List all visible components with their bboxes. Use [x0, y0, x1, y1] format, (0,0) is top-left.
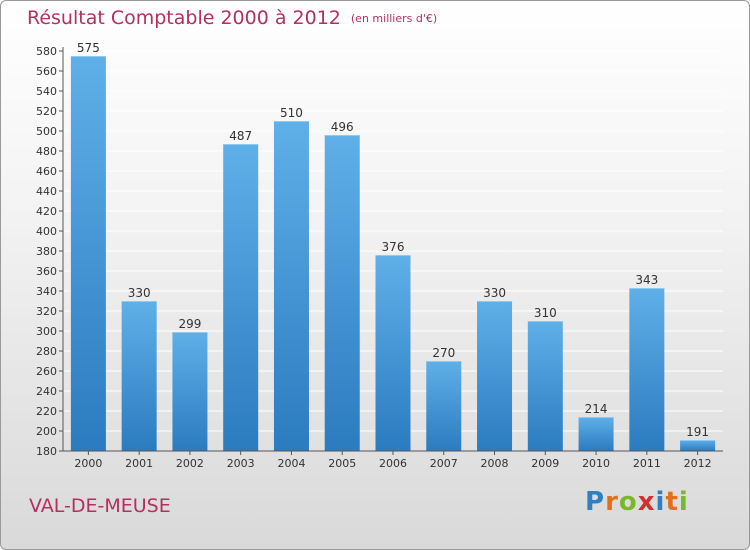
bar — [70, 56, 106, 451]
bar-value-label: 376 — [382, 240, 405, 254]
axes: 180 200 220 240 260 280 300 320 340 360 380 400 420 4… — [36, 45, 723, 470]
bars: 575 330 299 487 510 496 376 270 330 310 214 343 191 — [70, 41, 716, 451]
y-tick-label: 560 — [36, 65, 57, 78]
y-tick-label: 580 — [36, 45, 57, 58]
x-tick-label: 2000 — [74, 457, 102, 470]
bar-value-label: 270 — [432, 346, 455, 360]
logo-letter: x — [637, 487, 656, 517]
bar-value-label: 299 — [178, 317, 201, 331]
y-tick-label: 200 — [36, 425, 57, 438]
chart-title-text: Résultat Comptable 2000 à 2012 — [27, 7, 341, 29]
bar — [121, 301, 157, 451]
bar-value-label: 496 — [331, 120, 354, 134]
chart-title: Résultat Comptable 2000 à 2012 (en millie… — [27, 7, 437, 29]
proxiti-logo: Proxiti — [585, 487, 689, 517]
x-tick-label: 2005 — [328, 457, 356, 470]
y-tick-label: 540 — [36, 85, 57, 98]
y-tick-label: 460 — [36, 165, 57, 178]
y-tick-label: 480 — [36, 145, 57, 158]
x-tick-label: 2009 — [531, 457, 559, 470]
logo-letter: o — [618, 487, 638, 517]
y-tick-label: 220 — [36, 405, 57, 418]
bar — [375, 255, 411, 451]
y-tick-label: 280 — [36, 345, 57, 358]
x-tick-label: 2002 — [176, 457, 204, 470]
bar — [578, 417, 614, 451]
bar-value-label: 487 — [229, 129, 252, 143]
y-tick-label: 320 — [36, 305, 57, 318]
x-tick-label: 2012 — [684, 457, 712, 470]
bar-value-label: 191 — [686, 425, 709, 439]
x-tick-label: 2003 — [227, 457, 255, 470]
y-tick-label: 420 — [36, 205, 57, 218]
logo-letter: P — [585, 487, 606, 517]
x-tick-label: 2011 — [633, 457, 661, 470]
bar-value-label: 310 — [534, 306, 557, 320]
y-tick-label: 240 — [36, 385, 57, 398]
bar-value-label: 330 — [483, 286, 506, 300]
x-tick-label: 2007 — [430, 457, 458, 470]
chart-title-note: (en milliers d'€) — [350, 12, 438, 25]
y-tick-label: 440 — [36, 185, 57, 198]
bar-value-label: 510 — [280, 106, 303, 120]
x-tick-label: 2010 — [582, 457, 610, 470]
bar-value-label: 343 — [635, 273, 658, 287]
bar-value-label: 575 — [77, 41, 100, 55]
logo-letter: r — [605, 487, 619, 517]
logo-letter: i — [678, 487, 689, 517]
logo-letter: i — [655, 487, 666, 517]
bar-value-label: 214 — [585, 402, 608, 416]
bar — [172, 332, 208, 451]
bar — [527, 321, 563, 451]
y-tick-label: 400 — [36, 225, 57, 238]
y-tick-label: 180 — [36, 445, 57, 458]
commune-name: VAL-DE-MEUSE — [29, 495, 171, 517]
bar — [680, 440, 716, 451]
y-tick-label: 300 — [36, 325, 57, 338]
bar — [273, 121, 309, 451]
logo-letter: t — [665, 487, 679, 517]
bar — [223, 144, 259, 451]
x-tick-label: 2001 — [125, 457, 153, 470]
y-tick-label: 500 — [36, 125, 57, 138]
x-tick-label: 2008 — [481, 457, 509, 470]
x-tick-label: 2004 — [277, 457, 305, 470]
bar — [477, 301, 513, 451]
bar — [629, 288, 665, 451]
x-tick-label: 2006 — [379, 457, 407, 470]
bar — [426, 361, 462, 451]
y-tick-label: 380 — [36, 245, 57, 258]
y-tick-label: 340 — [36, 285, 57, 298]
bar — [324, 135, 360, 451]
y-tick-label: 520 — [36, 105, 57, 118]
bar-value-label: 330 — [128, 286, 151, 300]
y-tick-label: 260 — [36, 365, 57, 378]
y-tick-label: 360 — [36, 265, 57, 278]
